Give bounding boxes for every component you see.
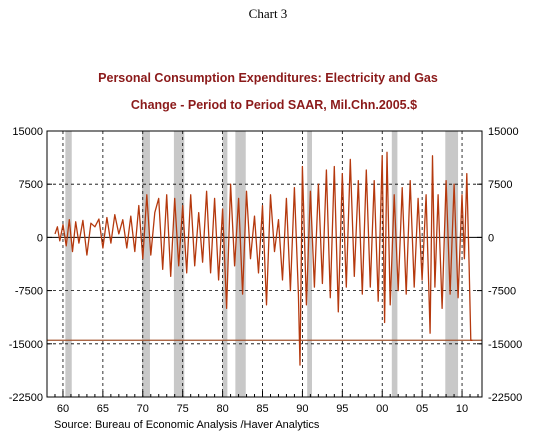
- recession-band-4: [235, 131, 246, 397]
- series-line-0: [54, 151, 473, 366]
- x-tick-label-4: 80: [216, 403, 228, 415]
- recession-band-5: [307, 131, 312, 397]
- x-tick-label-0: 60: [57, 403, 69, 415]
- chart-subtitle: Change - Period to Period SAAR, Mil.Chn.…: [130, 98, 418, 112]
- x-tick-label-6: 90: [296, 403, 308, 415]
- y-tick-label-right-5: -22500: [488, 392, 522, 404]
- x-tick-label-7: 95: [336, 403, 348, 415]
- x-tick-label-8: 00: [376, 403, 388, 415]
- x-tick-label-5: 85: [256, 403, 268, 415]
- y-tick-label-right-1: 7500: [488, 179, 512, 191]
- source-note: Source: Bureau of Economic Analysis /Hav…: [54, 419, 320, 431]
- recession-band-0: [65, 131, 72, 397]
- x-tick-label-9: 05: [416, 403, 428, 415]
- x-tick-label-3: 75: [177, 403, 189, 415]
- x-tick-label-1: 65: [97, 403, 109, 415]
- y-tick-label-left-5: -22500: [9, 392, 43, 404]
- y-tick-label-left-0: 15000: [12, 126, 43, 138]
- y-tick-label-right-2: 0: [488, 232, 494, 244]
- y-tick-label-right-3: -7500: [488, 286, 516, 298]
- y-tick-label-left-3: -7500: [15, 286, 43, 298]
- plot-frame: [46, 130, 483, 398]
- x-tick-label-10: 10: [456, 403, 468, 415]
- y-tick-label-left-2: 0: [37, 232, 43, 244]
- y-tick-label-left-4: -15000: [9, 339, 43, 351]
- chart-number: Chart 3: [248, 6, 288, 21]
- recession-band-6: [391, 131, 398, 397]
- x-tick-label-2: 70: [137, 403, 149, 415]
- y-tick-label-left-1: 7500: [19, 179, 43, 191]
- recession-band-1: [141, 131, 150, 397]
- y-tick-label-right-0: 15000: [488, 126, 519, 138]
- chart-title: Personal Consumption Expenditures: Elect…: [98, 71, 438, 85]
- y-tick-label-right-4: -15000: [488, 339, 522, 351]
